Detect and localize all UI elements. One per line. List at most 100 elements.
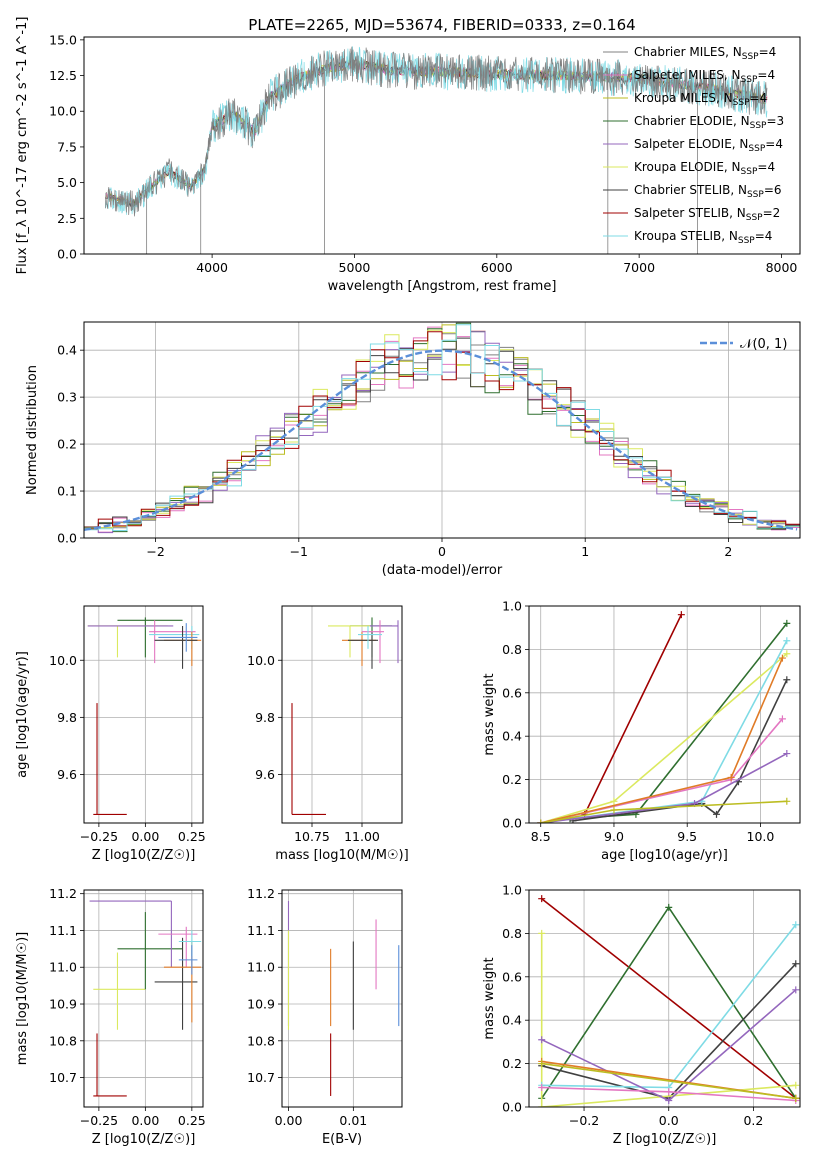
x-tick-label: 11.00: [344, 829, 380, 844]
y-tick-label: 9.8: [57, 710, 77, 725]
x-tick-label: 1: [581, 544, 589, 559]
y-tick-label: 10.0: [49, 653, 77, 668]
y-tick-label: 9.8: [255, 710, 275, 725]
legend-label-sub: SSP: [746, 213, 763, 223]
legend-label-sub: SSP: [750, 121, 767, 131]
y-tick-label: 11.2: [49, 886, 77, 901]
legend-label-count: =6: [764, 183, 782, 197]
legend-label-sub: SSP: [742, 52, 759, 62]
mass-vs-extinction-panel: 0.00 0.01 10.7 10.8 10.9 11.0 11.1 11.2 E(B-V): [247, 886, 403, 1147]
legend-label-text: Kroupa ELODIE, N: [634, 160, 741, 174]
x-tick-label: 6000: [481, 260, 513, 275]
y-tick-label: 5.0: [57, 175, 77, 190]
series-marker: [727, 773, 735, 781]
series-marker: [665, 903, 673, 911]
series-marker: [792, 960, 800, 968]
y-tick-label: 11.2: [247, 886, 275, 901]
x-axis-label: wavelength [Angstrom, rest frame]: [328, 279, 557, 294]
y-axis-label: age [log10(age/yr)]: [15, 651, 30, 778]
legend-label: Salpeter MILES, NSSP=4: [634, 68, 775, 85]
x-tick-label: 0.00: [131, 1113, 159, 1128]
mass-weight-vs-metallicity-panel: −0.2 0.0 0.2 0.0 0.2 0.4 0.6 0.8 1.0 Z [log10(Z/Z…: [482, 883, 801, 1147]
spectrum-series-chabrier-miles: [105, 46, 768, 217]
plot-area: [87, 617, 202, 815]
x-axis-label: E(B-V): [322, 1132, 362, 1147]
x-tick-label: 7000: [623, 260, 655, 275]
x-axis-label: Z [log10(Z/Z☉)]: [92, 848, 196, 863]
y-tick-label: 0.6: [502, 969, 522, 984]
y-tick-label: 0.0: [502, 1100, 522, 1115]
series-line: [540, 657, 784, 823]
axes-frame: [281, 605, 403, 824]
y-tick-label: 10.9: [49, 997, 77, 1012]
series-marker: [778, 654, 786, 662]
y-tick-label: 0.2: [502, 1056, 522, 1071]
y-tick-label: 11.0: [247, 960, 275, 975]
legend-label-count: =4: [757, 160, 775, 174]
y-tick-label: 11.1: [247, 923, 275, 938]
y-tick-label: 0.2: [57, 437, 77, 452]
y-tick-label: 10.8: [49, 1033, 77, 1048]
legend-label-count: =4: [765, 137, 783, 151]
legend-label-sub: SSP: [747, 190, 764, 200]
x-tick-label: 0.01: [339, 1113, 367, 1128]
x-tick-label: 2: [724, 544, 732, 559]
y-tick-label: 10.0: [247, 653, 275, 668]
y-tick-label: 0.8: [502, 642, 522, 657]
series-marker: [610, 797, 618, 805]
series-marker: [778, 715, 786, 723]
axes-frame: [528, 889, 801, 1108]
y-tick-label: 11.1: [49, 923, 77, 938]
legend-label: Chabrier STELIB, NSSP=6: [634, 183, 782, 200]
series-marker: [665, 1088, 673, 1096]
axes-frame: [83, 889, 204, 1108]
legend-label-text: Salpeter MILES, N: [634, 68, 741, 82]
legend-label-sub: SSP: [738, 236, 755, 246]
x-axis-label: Z [log10(Z/Z☉)]: [92, 1132, 196, 1147]
y-tick-label: 10.0: [49, 104, 77, 119]
series-marker: [792, 1081, 800, 1089]
series-marker: [538, 1083, 546, 1091]
legend-label: Salpeter ELODIE, NSSP=4: [634, 137, 783, 154]
series-marker: [538, 895, 546, 903]
x-tick-label: 0.25: [178, 829, 206, 844]
series-marker: [665, 1096, 673, 1104]
legend-label: Kroupa MILES, NSSP=4: [634, 91, 767, 108]
series-marker: [783, 676, 791, 684]
y-tick-label: 0.1: [57, 484, 77, 499]
x-tick-label: 0.00: [131, 829, 159, 844]
series-marker: [783, 797, 791, 805]
y-axis-label: Flux [f_λ 10^-17 erg cm^-2 s^-1 A^-1]: [15, 17, 30, 275]
x-tick-label: 0.25: [178, 1113, 206, 1128]
y-tick-label: 0.4: [502, 729, 522, 744]
legend-label: 𝒩(0, 1): [740, 337, 787, 352]
x-tick-label: 0.2: [743, 1113, 763, 1128]
x-axis-label: age [log10(age/yr)]: [601, 848, 728, 863]
series-marker: [783, 750, 791, 758]
series-marker: [783, 650, 791, 658]
y-tick-label: 9.6: [57, 767, 77, 782]
legend-label: Chabrier MILES, NSSP=4: [634, 45, 776, 62]
legend-label-text: Salpeter ELODIE, N: [634, 137, 748, 151]
y-tick-label: 0.3: [57, 390, 77, 405]
x-axis-label: (data-model)/error: [382, 563, 503, 578]
x-tick-label: 9.0: [604, 829, 624, 844]
y-tick-label: 12.5: [49, 68, 77, 83]
legend-label: Chabrier ELODIE, NSSP=3: [634, 114, 784, 131]
y-axis-label: Normed distribution: [25, 365, 40, 495]
y-tick-label: 2.5: [57, 211, 77, 226]
x-tick-label: 4000: [196, 260, 228, 275]
x-axis-label: Z [log10(Z/Z☉)]: [613, 1132, 717, 1147]
x-tick-label: 10.75: [294, 829, 330, 844]
legend-label-text: Chabrier ELODIE, N: [634, 114, 750, 128]
legend-label-text: Chabrier STELIB, N: [634, 183, 747, 197]
series-line: [541, 1062, 796, 1100]
series-marker: [538, 1103, 546, 1107]
x-tick-label: 9.5: [677, 829, 697, 844]
series-line: [541, 1084, 796, 1107]
spectrum-panel: 4000 5000 6000 7000 8000 0.0 2.5 5.0 7.5 10.0 12.5…: [15, 16, 801, 294]
y-tick-label: 1.0: [502, 883, 522, 898]
x-axis-label: mass [log10(M/M☉)]: [275, 848, 408, 863]
y-axis-label: mass weight: [482, 673, 497, 755]
series-marker: [792, 986, 800, 994]
